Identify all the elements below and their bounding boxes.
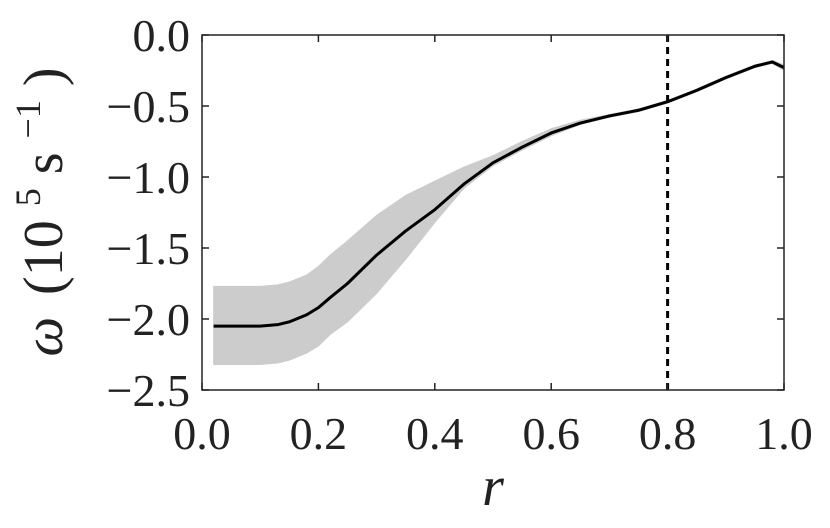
y-tick-label: −1.5 [107, 223, 190, 274]
x-tick-label: 0.0 [173, 408, 231, 459]
y-axis-label: ω (10 5 s −1 ) [0, 68, 75, 357]
y-axis-label-exp: 5 [8, 188, 48, 206]
y-tick-label: 0.0 [133, 10, 191, 61]
x-tick-label: 0.6 [522, 408, 580, 459]
plot-frame [201, 34, 785, 391]
y-tick-label: −2.0 [107, 294, 190, 345]
y-axis-label-symbol: ω [13, 317, 75, 357]
y-axis-label-close: ) [13, 68, 75, 87]
y-axis-label-unit: s [13, 152, 75, 174]
x-tick-label: 0.8 [639, 408, 697, 459]
y-tick-label: −2.5 [107, 365, 190, 416]
y-tick-label: −1.0 [107, 152, 190, 203]
y-axis-label-unit-exp: −1 [8, 100, 48, 138]
series-line-0 [213, 60, 785, 328]
x-tick-label: 0.4 [406, 408, 464, 459]
y-tick-label: −0.5 [107, 81, 190, 132]
x-axis-label: r [482, 456, 504, 518]
y-axis-label-open: (10 [13, 220, 75, 295]
x-tick-label: 1.0 [755, 408, 813, 459]
x-tick-label: 0.2 [290, 408, 348, 459]
